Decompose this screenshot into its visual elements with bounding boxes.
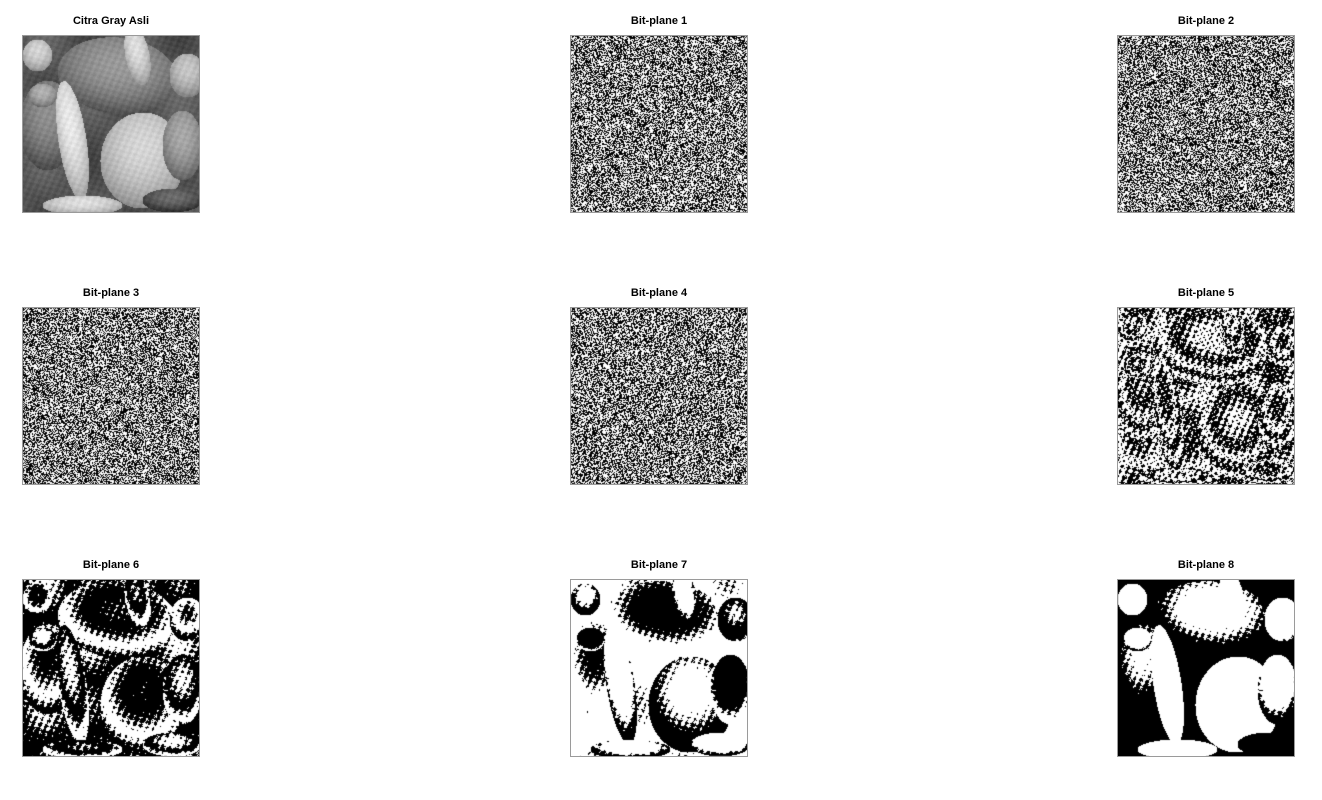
panel-title: Bit-plane 6 [0,558,260,572]
panel-title: Bit-plane 4 [510,286,808,300]
bitplane-8-image [1117,579,1295,757]
original-grayscale-image [22,35,200,213]
panel-title: Citra Gray Asli [0,14,260,28]
panel-title: Bit-plane 1 [510,14,808,28]
panel-title: Bit-plane 5 [1057,286,1322,300]
bitplane-1-image [570,35,748,213]
bitplane-7-image [570,579,748,757]
bitplane-3-image [22,307,200,485]
panel-title: Bit-plane 8 [1057,558,1322,572]
bitplane-5-image [1117,307,1295,485]
panel-title: Bit-plane 3 [0,286,260,300]
bitplane-2-image [1117,35,1295,213]
panel-title: Bit-plane 7 [510,558,808,572]
bitplane-4-image [570,307,748,485]
panel-title: Bit-plane 2 [1057,14,1322,28]
bitplane-6-image [22,579,200,757]
